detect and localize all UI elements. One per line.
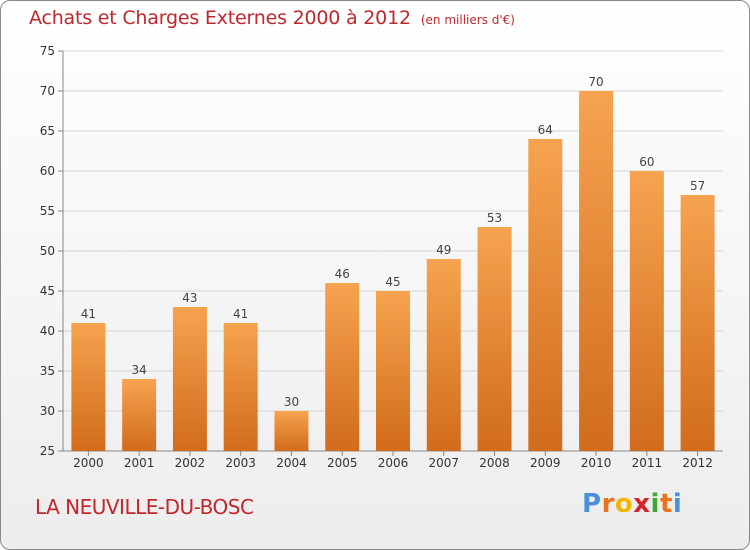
- bars: [71, 91, 715, 451]
- y-tick-label: 65: [40, 124, 55, 138]
- bar: [680, 195, 715, 451]
- logo-letter: i: [672, 489, 683, 519]
- x-tick-label: 2012: [682, 456, 713, 470]
- x-tick-label: 2006: [378, 456, 409, 470]
- bar: [629, 171, 664, 451]
- y-tick-label: 55: [40, 204, 55, 218]
- x-tick-label: 2010: [581, 456, 612, 470]
- data-label: 45: [385, 275, 400, 289]
- data-label: 64: [538, 123, 553, 137]
- data-label: 34: [132, 363, 147, 377]
- x-tick-label: 2011: [632, 456, 663, 470]
- x-tick-label: 2003: [225, 456, 256, 470]
- x-tick-label: 2009: [530, 456, 561, 470]
- axes: 25 30 35 40 45 50 55 60 65 70 75 2000 2001 2002 2003 20…: [40, 44, 723, 470]
- chart-subtitle: (en milliers d'€): [420, 13, 515, 27]
- logo-letter: o: [614, 489, 634, 519]
- data-label: 30: [284, 395, 299, 409]
- y-tick-label: 40: [40, 324, 55, 338]
- logo-letter: r: [601, 489, 615, 519]
- data-label: 41: [81, 307, 96, 321]
- bar: [172, 307, 207, 451]
- bar: [477, 227, 512, 451]
- bar: [71, 323, 106, 451]
- data-label: 60: [639, 155, 654, 169]
- x-tick-label: 2007: [428, 456, 459, 470]
- chart-title-line: Achats et Charges Externes 2000 à 2012 (e…: [29, 7, 515, 29]
- y-tick-label: 45: [40, 284, 55, 298]
- x-tick-label: 2008: [479, 456, 510, 470]
- bar: [223, 323, 258, 451]
- proxiti-logo: Proxiti: [582, 489, 682, 519]
- y-tick-label: 60: [40, 164, 55, 178]
- x-tick-label: 2001: [124, 456, 155, 470]
- bar: [528, 139, 563, 451]
- data-label: 49: [436, 243, 451, 257]
- bar: [325, 283, 360, 451]
- y-tick-label: 25: [40, 444, 55, 458]
- data-label: 53: [487, 211, 502, 225]
- x-tick-label: 2004: [276, 456, 307, 470]
- logo-letter: t: [659, 489, 673, 519]
- chart-title: Achats et Charges Externes 2000 à 2012: [29, 7, 411, 29]
- bar: [376, 291, 410, 451]
- data-label: 70: [588, 75, 603, 89]
- logo-letter: i: [650, 489, 660, 519]
- logo-letter: P: [582, 489, 602, 519]
- data-label: 46: [335, 267, 350, 281]
- bar: [579, 91, 614, 451]
- data-label: 57: [690, 179, 705, 193]
- y-tick-label: 50: [40, 244, 55, 258]
- bar: [122, 379, 157, 451]
- data-label: 43: [182, 291, 197, 305]
- x-tick-label: 2000: [73, 456, 104, 470]
- data-label: 41: [233, 307, 248, 321]
- bar: [426, 259, 461, 451]
- y-tick-label: 70: [40, 84, 55, 98]
- y-tick-label: 75: [40, 44, 55, 58]
- bar: [274, 411, 309, 451]
- x-tick-label: 2005: [327, 456, 358, 470]
- logo-letter: x: [633, 489, 651, 519]
- y-tick-label: 30: [40, 404, 55, 418]
- x-tick-label: 2002: [175, 456, 206, 470]
- y-tick-label: 35: [40, 364, 55, 378]
- commune-name: LA NEUVILLE-DU-BOSC: [35, 495, 254, 519]
- value-labels: 41 34 43 41 30 46 45 49 53 64 70 60 57: [81, 75, 706, 409]
